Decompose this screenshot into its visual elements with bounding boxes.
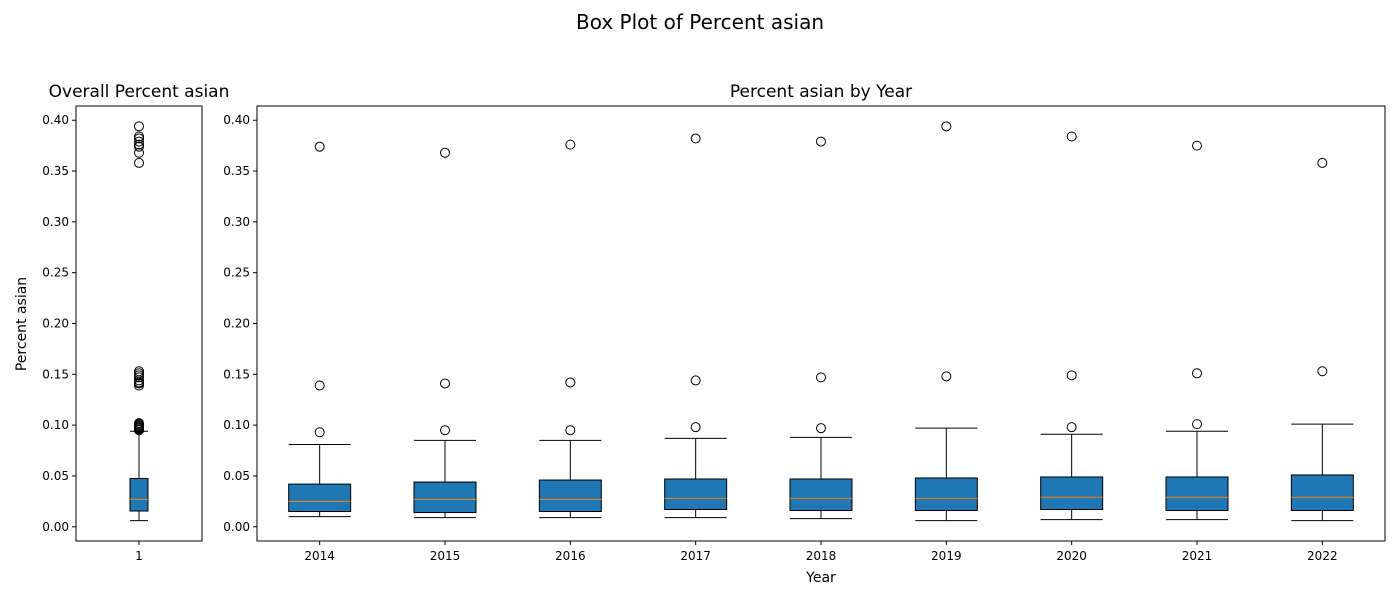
by-year-ytick-label: 0.30 xyxy=(223,215,250,229)
by-year-xtick-label: 2017 xyxy=(680,549,711,563)
outlier-point xyxy=(134,131,144,142)
by-year-box-group xyxy=(288,141,352,518)
outlier-point xyxy=(134,136,144,147)
by-year-box-group xyxy=(413,147,477,519)
overall-ytick-label: 0.30 xyxy=(42,215,69,229)
by-year-x-axis-label: Year xyxy=(805,570,836,586)
by-year-ytick-label: 0.20 xyxy=(223,317,250,331)
outlier-point xyxy=(690,133,701,144)
outlier-point xyxy=(134,139,144,150)
outlier-point xyxy=(816,372,826,383)
by-year-plot-marks xyxy=(288,121,1354,522)
outlier-point xyxy=(565,425,576,436)
outlier-point xyxy=(134,157,144,168)
by-year-xtick-label: 2018 xyxy=(806,549,837,563)
outlier-point xyxy=(1066,131,1077,142)
by-year-xtick-label: 2014 xyxy=(304,549,335,563)
iqr-box xyxy=(914,477,978,512)
outlier-point xyxy=(134,418,144,429)
outlier-point xyxy=(134,121,144,132)
by-year-xtick-label: 2019 xyxy=(931,549,962,563)
iqr-box xyxy=(1040,476,1104,510)
overall-ytick-label: 0.35 xyxy=(42,164,69,178)
overall-panel-title: Overall Percent asian xyxy=(49,82,230,102)
outlier-point xyxy=(1317,157,1328,168)
by-year-box-group xyxy=(1165,140,1229,521)
outlier-point xyxy=(440,147,450,158)
by-year-panel: Percent asian by Year Year 0.000.050.100… xyxy=(223,82,1386,586)
by-year-axis-ticks: 0.00 0.05 0.10 0.15 0.20 0.25 0.30 0.35 0.40 2014… xyxy=(223,113,1337,563)
overall-ytick-label: 0.40 xyxy=(42,113,69,127)
iqr-box xyxy=(664,478,728,510)
by-year-ytick-label: 0.25 xyxy=(223,266,250,280)
iqr-box xyxy=(288,483,352,513)
by-year-plot-frame xyxy=(256,105,1386,542)
overall-plot-frame xyxy=(75,105,203,542)
outlier-point xyxy=(1192,419,1202,430)
by-year-ytick-label: 0.35 xyxy=(223,164,250,178)
outlier-point xyxy=(1192,140,1202,151)
outlier-point xyxy=(565,377,576,388)
iqr-box xyxy=(129,477,149,512)
overall-y-axis-label: Percent asian xyxy=(14,277,30,371)
by-year-xtick-label: 2021 xyxy=(1182,549,1213,563)
outlier-point xyxy=(314,427,325,438)
outlier-point xyxy=(134,147,144,158)
by-year-box-group xyxy=(1290,157,1354,522)
overall-ytick-label: 0.20 xyxy=(42,317,69,331)
iqr-box xyxy=(538,479,602,513)
outlier-point xyxy=(1317,366,1328,377)
outlier-point xyxy=(941,121,952,132)
outlier-point xyxy=(134,366,144,377)
by-year-xtick-label: 2022 xyxy=(1307,549,1338,563)
overall-ytick-label: 0.10 xyxy=(42,418,69,432)
by-year-box-group xyxy=(538,139,602,519)
figure-suptitle: Box Plot of Percent asian xyxy=(576,10,824,34)
overall-ytick-label: 0.25 xyxy=(42,266,69,280)
outlier-point xyxy=(690,422,701,433)
by-year-box-group xyxy=(664,133,728,519)
by-year-box-group xyxy=(914,121,978,522)
by-year-xtick-label: 2015 xyxy=(430,549,461,563)
by-year-ytick-label: 0.10 xyxy=(223,418,250,432)
overall-plot-marks xyxy=(129,121,149,522)
by-year-ytick-label: 0.40 xyxy=(223,113,250,127)
by-year-ytick-label: 0.05 xyxy=(223,469,250,483)
outlier-point xyxy=(690,375,701,386)
outlier-point xyxy=(314,141,325,152)
by-year-ytick-label: 0.15 xyxy=(223,367,250,381)
outlier-point xyxy=(816,423,826,434)
outlier-point xyxy=(314,380,325,391)
outlier-point xyxy=(1192,368,1202,379)
overall-axis-ticks: 0.00 0.05 0.10 0.15 0.20 0.25 0.30 0.35 0.40 1 xyxy=(42,113,143,563)
overall-ytick-label: 0.05 xyxy=(42,469,69,483)
iqr-box xyxy=(789,478,853,512)
by-year-panel-title: Percent asian by Year xyxy=(730,82,912,102)
iqr-box xyxy=(413,481,477,514)
overall-panel: Overall Percent asian Percent asian 0.00… xyxy=(14,82,229,563)
overall-xtick-label: 1 xyxy=(135,549,143,563)
overall-ytick-label: 0.00 xyxy=(42,520,69,534)
by-year-xtick-label: 2016 xyxy=(555,549,586,563)
outlier-point xyxy=(1066,422,1077,433)
outlier-point xyxy=(816,136,826,147)
outlier-point xyxy=(440,378,450,389)
outlier-point xyxy=(1066,370,1077,381)
overall-box-group xyxy=(129,121,149,522)
outlier-point xyxy=(565,139,576,150)
by-year-box-group xyxy=(789,136,853,520)
overall-ytick-label: 0.15 xyxy=(42,367,69,381)
outlier-point xyxy=(941,371,952,382)
iqr-box xyxy=(1290,474,1354,512)
by-year-xtick-label: 2020 xyxy=(1056,549,1087,563)
outlier-point xyxy=(440,425,450,436)
by-year-box-group xyxy=(1040,131,1104,521)
iqr-box xyxy=(1165,476,1229,512)
by-year-ytick-label: 0.00 xyxy=(223,520,250,534)
